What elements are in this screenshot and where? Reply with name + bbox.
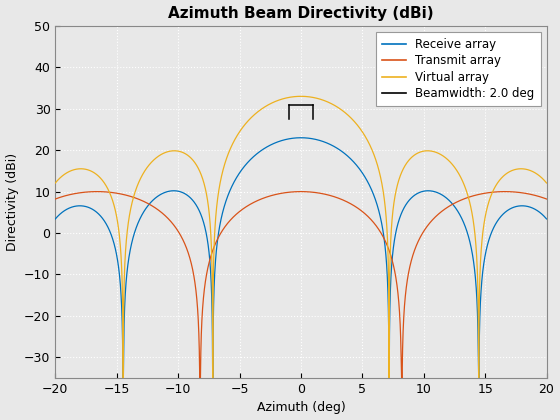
Y-axis label: Directivity (dBi): Directivity (dBi) bbox=[6, 153, 18, 251]
X-axis label: Azimuth (deg): Azimuth (deg) bbox=[256, 402, 346, 415]
Title: Azimuth Beam Directivity (dBi): Azimuth Beam Directivity (dBi) bbox=[168, 5, 434, 21]
Legend: Receive array, Transmit array, Virtual array, Beamwidth: 2.0 deg: Receive array, Transmit array, Virtual a… bbox=[376, 32, 540, 106]
